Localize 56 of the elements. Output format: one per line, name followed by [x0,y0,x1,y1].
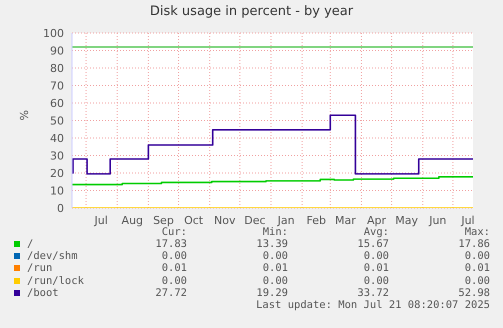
legend-label: / [27,238,34,250]
text: 0.01 [464,262,490,274]
text: Avg: [362,226,389,238]
x-tick-label: Sep [153,214,174,227]
x-tick-label: Jul [94,214,108,227]
x-tick-label: Aug [122,214,144,227]
legend-label: /run/lock [27,274,84,287]
text: Cur: [162,226,187,238]
x-tick-label: May [395,214,419,227]
y-tick-label: 70 [50,79,64,92]
text: 0.00 [160,274,187,287]
legend-label: /dev/shm [27,250,78,262]
y-axis-title: % [18,110,31,120]
x-tick-label: Oct [184,214,204,227]
x-tick-label: Jun [428,214,446,227]
text: 17.86 [457,238,490,250]
x-tick-label: Nov [214,214,236,227]
text: 15.67 [356,238,389,250]
y-tick-label: 0 [57,202,64,215]
y-tick-label: 50 [50,114,64,128]
x-tick-label: Dec [244,214,266,227]
text: 17.83 [154,238,187,250]
text: 27.72 [154,286,187,299]
text: 0.00 [262,250,288,262]
text: 33.72 [356,286,389,299]
text: 52.98 [457,286,490,299]
y-tick-label: 10 [50,184,64,198]
y-tick-label: 30 [50,149,64,162]
chart-title: Disk usage in percent - by year [148,4,354,19]
text: 0.00 [262,274,288,287]
legend-label: /run [27,262,52,274]
y-tick-label: 20 [50,166,64,180]
text: 13.39 [255,238,288,250]
text: Max: [464,226,490,238]
text: 0.01 [362,262,389,274]
x-tick-label: Mar [334,214,356,227]
text: 0.01 [262,262,288,274]
text: Min: [262,226,288,238]
y-tick-label: 40 [50,132,64,145]
text: 19.29 [255,286,288,299]
text: 0.01 [160,262,187,274]
text: Last update: Mon Jul 21 08:20:07 2025 [255,298,490,311]
y-tick-label: 80 [50,62,64,75]
x-tick-label: Jul [460,214,475,227]
text: 0.00 [464,250,490,262]
text: 0.00 [464,274,490,287]
text: 0.00 [362,250,389,262]
legend-label: /boot [27,286,59,299]
x-tick-label: Feb [306,214,326,227]
text: 0.00 [160,250,187,262]
y-tick-label: 90 [50,44,64,58]
y-tick-label: 100 [43,26,64,40]
text: 0.00 [362,274,389,287]
x-tick-label: Jan [276,214,295,227]
y-tick-label: 60 [50,96,64,110]
x-tick-label: Apr [367,214,387,227]
